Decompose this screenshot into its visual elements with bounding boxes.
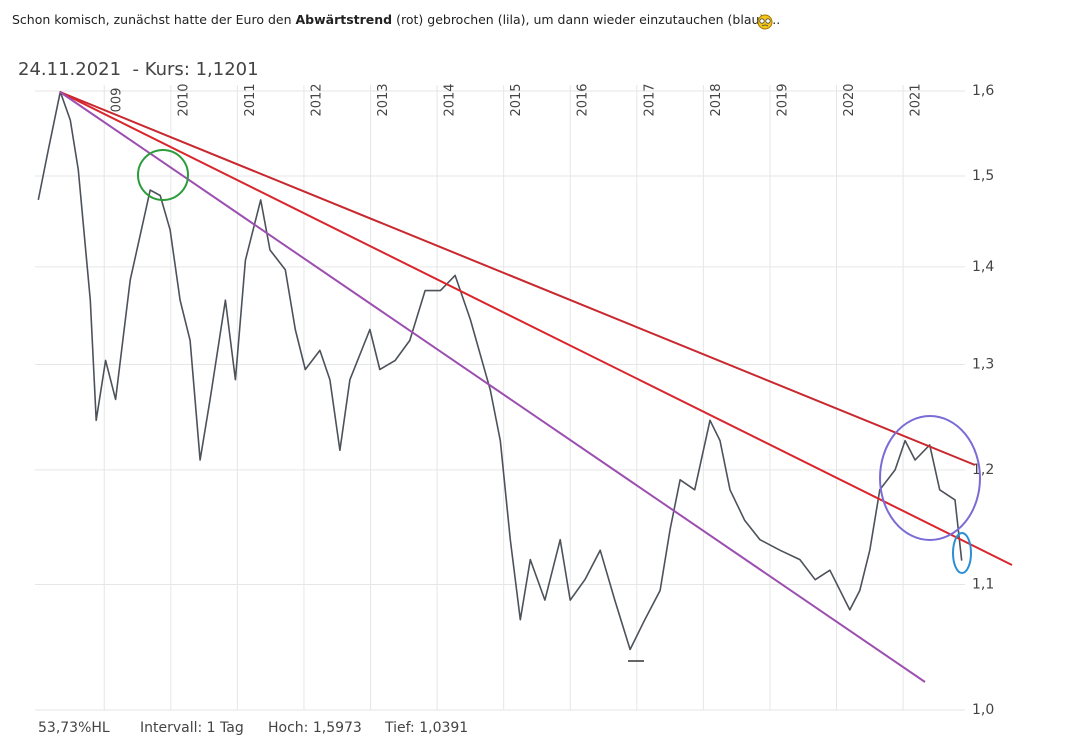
plot bbox=[37, 91, 963, 651]
x-tick-label: 2012 bbox=[309, 83, 324, 116]
circle bbox=[879, 415, 981, 541]
stat-label: Hoch: 1,5973 bbox=[268, 720, 362, 736]
text: Schon komisch, zunächst hatte der Euro d… bbox=[12, 12, 296, 27]
y-tick-label: 1,6 bbox=[972, 83, 994, 99]
post-text: Schon komisch, zunächst hatte der Euro d… bbox=[12, 12, 780, 27]
x-tick-label: 2013 bbox=[376, 83, 391, 116]
stat-label: Intervall: 1 Tag bbox=[140, 720, 244, 736]
x-tick-label: 2018 bbox=[709, 83, 724, 116]
x-tick-label: 2019 bbox=[775, 83, 790, 116]
y-tick-label: 1,1 bbox=[972, 576, 994, 592]
bold-text: Abwärtstrend bbox=[295, 12, 393, 27]
x-tick-label: 2015 bbox=[509, 83, 524, 116]
y-tick-label: 1,2 bbox=[972, 462, 994, 478]
stat-label: Tief: 1,0391 bbox=[384, 720, 468, 736]
x-tick-label: 2021 bbox=[909, 83, 924, 116]
x-tick-label: 2010 bbox=[176, 83, 191, 116]
y-tick-label: 1,0 bbox=[972, 702, 994, 718]
y-tick-label: 1,3 bbox=[972, 356, 994, 372]
chart-title: 24.11.2021 - Kurs: 1,1201 bbox=[18, 59, 259, 80]
y-tick-label: 1,4 bbox=[972, 259, 994, 275]
x-tick-label: 009 bbox=[110, 88, 125, 113]
circle bbox=[952, 532, 972, 574]
stat-label: 53,73%HL bbox=[38, 720, 110, 736]
trend-line bbox=[59, 91, 1013, 566]
annotations bbox=[59, 91, 1013, 683]
circle bbox=[137, 149, 189, 201]
x-tick-label: 2017 bbox=[642, 83, 657, 116]
price-line bbox=[37, 91, 963, 651]
emoji bbox=[757, 14, 773, 30]
x-tick-label: 2014 bbox=[443, 83, 458, 116]
x-tick-label: 2016 bbox=[576, 83, 591, 116]
trend-line bbox=[59, 91, 926, 683]
x-tick-label: 2011 bbox=[243, 83, 258, 116]
text: (rot) gebrochen (lila), um dann wieder e… bbox=[392, 12, 781, 27]
x-tick-label: 2020 bbox=[842, 83, 857, 116]
grid: 1,0 1,1 1,2 1,3 1,4 1,5 1,6 009 2010 2011 2012 2013… bbox=[35, 83, 994, 718]
trend-line bbox=[59, 91, 976, 466]
y-tick-label: 1,5 bbox=[972, 168, 994, 184]
stats: 53,73%HL Intervall: 1 Tag Hoch: 1,5973 Tief… bbox=[38, 720, 468, 736]
